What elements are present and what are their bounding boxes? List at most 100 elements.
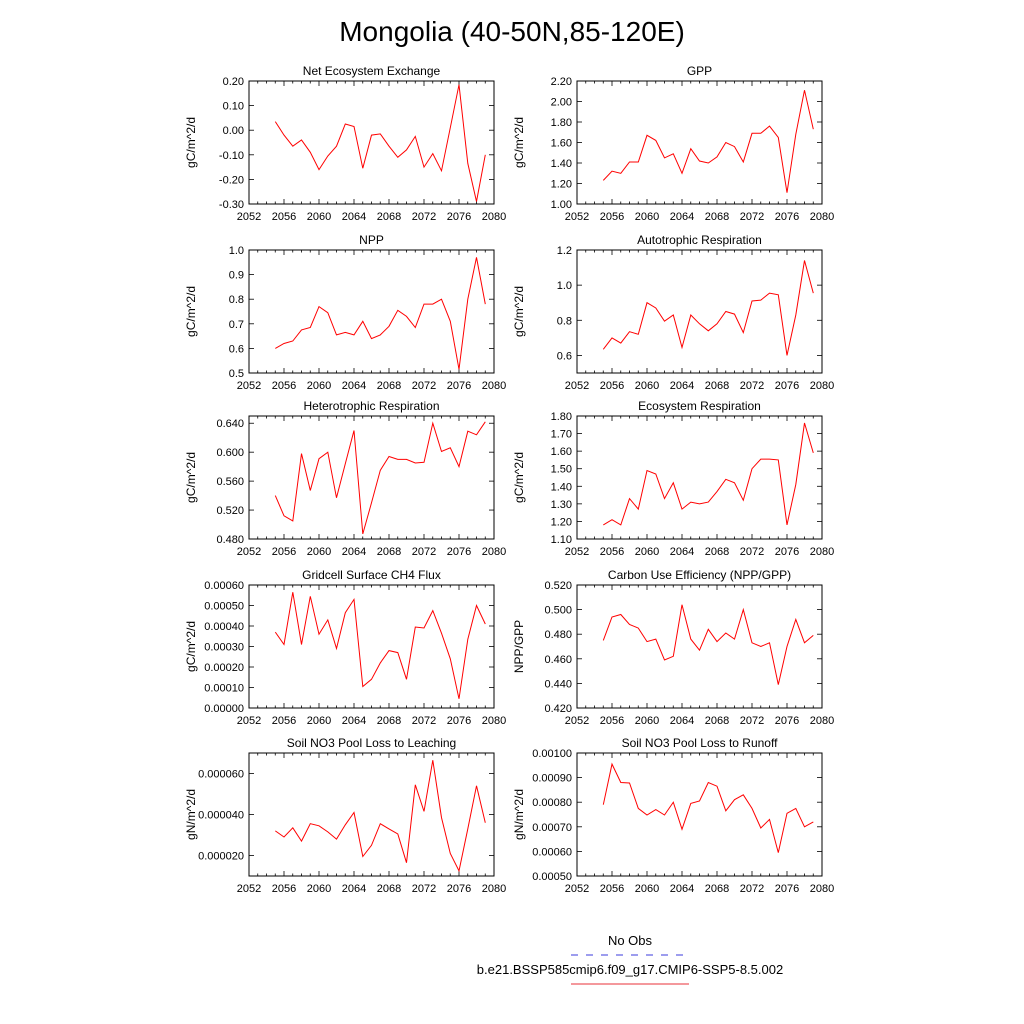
- x-tick-label: 2064: [670, 546, 694, 558]
- x-tick-label: 2056: [272, 380, 296, 392]
- y-tick-label: 1.0: [229, 245, 244, 257]
- x-tick-label: 2068: [377, 715, 401, 727]
- panel-8: Soil NO3 Pool Loss to Leaching gN/m^2/d 20…: [184, 736, 506, 895]
- panel-1: GPP gC/m^2/d 2052 2056 2060 2064 2068 2072 2076 2…: [512, 64, 834, 223]
- x-tick-label: 2072: [740, 380, 764, 392]
- x-tick-label: 2068: [377, 883, 401, 895]
- x-tick-label: 2056: [600, 715, 624, 727]
- panel-0: Net Ecosystem Exchange gC/m^2/d 2052 2056 20…: [184, 64, 506, 223]
- x-tick-label: 2068: [377, 546, 401, 558]
- plot-frame: [248, 752, 495, 877]
- x-tick-label: 2056: [272, 883, 296, 895]
- panel-title: Heterotrophic Respiration: [303, 399, 439, 413]
- x-tick-label: 2080: [810, 715, 834, 727]
- y-tick-label: 0.8: [557, 315, 572, 327]
- y-tick-label: 0.000020: [198, 851, 244, 863]
- y-tick-label: 0.00070: [532, 822, 572, 834]
- x-tick-label: 2080: [482, 883, 506, 895]
- y-axis-label: gC/m^2/d: [512, 117, 526, 168]
- x-tick-label: 2068: [705, 546, 729, 558]
- series-line: [275, 760, 486, 873]
- panel-title: GPP: [687, 64, 712, 78]
- x-tick-label: 2080: [482, 380, 506, 392]
- panel-title: Net Ecosystem Exchange: [303, 64, 441, 78]
- x-tick-label: 2076: [775, 380, 799, 392]
- y-tick-label: 0.00: [223, 125, 244, 137]
- plot-frame: [248, 249, 495, 374]
- x-tick-label: 2080: [482, 211, 506, 223]
- x-tick-label: 2080: [810, 380, 834, 392]
- x-tick-label: 2052: [565, 380, 589, 392]
- y-tick-label: 0.460: [544, 654, 572, 666]
- y-axis-label: gC/m^2/d: [184, 286, 198, 337]
- x-tick-label: 2072: [412, 883, 436, 895]
- panel-title: Autotrophic Respiration: [637, 233, 762, 247]
- y-tick-label: 0.000040: [198, 810, 244, 822]
- x-tick-label: 2060: [307, 883, 331, 895]
- y-tick-label: 0.640: [216, 418, 244, 430]
- y-tick-label: 1.2: [557, 245, 572, 257]
- y-tick-label: 0.480: [216, 534, 244, 546]
- x-tick-label: 2076: [775, 546, 799, 558]
- y-axis-label: gC/m^2/d: [512, 286, 526, 337]
- y-tick-label: 0.8: [229, 294, 244, 306]
- series-line: [275, 257, 486, 370]
- y-tick-label: 1.70: [551, 429, 572, 441]
- x-tick-label: 2056: [600, 380, 624, 392]
- x-tick-label: 2064: [342, 715, 366, 727]
- x-tick-label: 2076: [447, 546, 471, 558]
- panel-title: Carbon Use Efficiency (NPP/GPP): [608, 568, 791, 582]
- x-tick-label: 2072: [412, 211, 436, 223]
- x-tick-label: 2052: [237, 211, 261, 223]
- x-tick-label: 2064: [670, 380, 694, 392]
- panel-2: NPP gC/m^2/d 2052 2056 2060 2064 2068 2072 2076 2…: [184, 233, 506, 392]
- y-tick-label: 1.40: [551, 158, 572, 170]
- y-axis-label: gC/m^2/d: [184, 117, 198, 168]
- x-tick-label: 2060: [307, 211, 331, 223]
- panel-title: NPP: [359, 233, 384, 247]
- x-tick-label: 2072: [740, 211, 764, 223]
- x-tick-label: 2064: [342, 380, 366, 392]
- series-line: [603, 422, 814, 526]
- x-tick-label: 2068: [705, 715, 729, 727]
- plot-frame: [576, 249, 823, 374]
- x-tick-label: 2068: [705, 211, 729, 223]
- y-axis-label: NPP/GPP: [512, 620, 526, 673]
- y-tick-label: 0.520: [216, 505, 244, 517]
- x-tick-label: 2056: [272, 546, 296, 558]
- y-tick-label: 0.480: [544, 629, 572, 641]
- legend-model-label: b.e21.BSSP585cmip6.f09_g17.CMIP6-SSP5-8.…: [477, 962, 783, 977]
- y-tick-label: 0.500: [544, 605, 572, 617]
- panel-7: Carbon Use Efficiency (NPP/GPP) NPP/GPP 20…: [512, 568, 834, 727]
- y-axis-label: gC/m^2/d: [184, 621, 198, 672]
- x-tick-label: 2068: [705, 883, 729, 895]
- plot-frame: [576, 80, 823, 205]
- x-tick-label: 2064: [670, 883, 694, 895]
- x-tick-label: 2080: [810, 211, 834, 223]
- x-tick-label: 2052: [237, 715, 261, 727]
- plot-frame: [248, 80, 495, 205]
- x-tick-label: 2052: [565, 715, 589, 727]
- y-tick-label: 1.30: [551, 499, 572, 511]
- x-tick-label: 2052: [565, 546, 589, 558]
- x-tick-label: 2076: [447, 715, 471, 727]
- y-tick-label: -0.20: [219, 174, 244, 186]
- y-tick-label: 0.00060: [204, 580, 244, 592]
- x-tick-label: 2072: [740, 883, 764, 895]
- x-tick-label: 2052: [565, 883, 589, 895]
- y-tick-label: 0.00000: [204, 703, 244, 715]
- x-tick-label: 2076: [775, 211, 799, 223]
- legend: No Obs b.e21.BSSP585cmip6.f09_g17.CMIP6-…: [477, 933, 783, 985]
- series-line: [274, 84, 486, 202]
- y-tick-label: 0.20: [223, 76, 244, 88]
- y-tick-label: 2.20: [551, 76, 572, 88]
- y-tick-label: 0.600: [216, 447, 244, 459]
- x-tick-label: 2080: [482, 546, 506, 558]
- panel-title: Soil NO3 Pool Loss to Leaching: [287, 736, 456, 750]
- y-tick-label: 0.6: [229, 343, 244, 355]
- x-tick-label: 2068: [377, 380, 401, 392]
- series-line: [602, 260, 814, 356]
- y-tick-label: 0.00050: [532, 871, 572, 883]
- x-tick-label: 2060: [635, 715, 659, 727]
